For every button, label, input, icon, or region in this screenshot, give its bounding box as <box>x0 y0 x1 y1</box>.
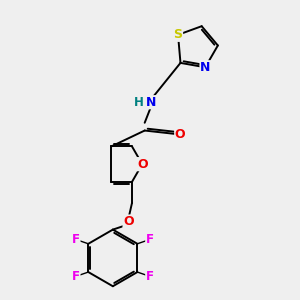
Text: F: F <box>146 233 154 246</box>
Text: N: N <box>200 61 211 74</box>
Text: N: N <box>146 96 156 109</box>
Text: F: F <box>72 270 80 283</box>
Text: F: F <box>146 270 154 283</box>
Text: O: O <box>123 215 134 228</box>
Text: H: H <box>134 96 143 109</box>
Text: O: O <box>137 158 148 171</box>
Text: F: F <box>72 233 80 246</box>
Text: S: S <box>173 28 182 41</box>
Text: O: O <box>175 128 185 141</box>
